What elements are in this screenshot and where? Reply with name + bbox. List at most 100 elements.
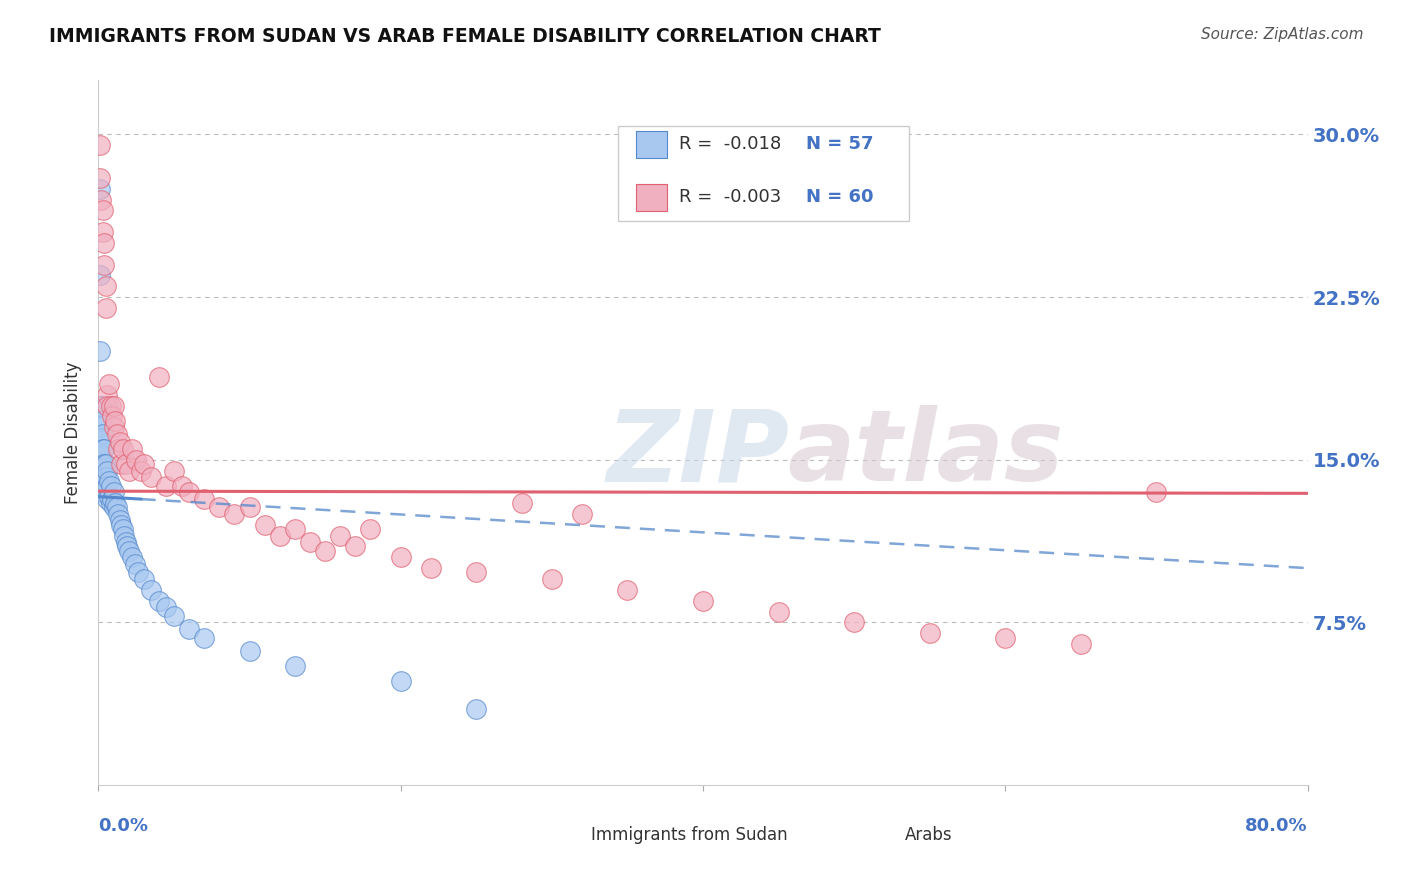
Point <box>100 479 122 493</box>
Point <box>224 507 246 521</box>
Point <box>768 605 790 619</box>
Point <box>132 457 155 471</box>
Point <box>111 522 134 536</box>
Point <box>91 426 114 441</box>
Point <box>994 631 1017 645</box>
Point <box>94 470 117 484</box>
FancyBboxPatch shape <box>619 126 908 221</box>
Point <box>103 420 125 434</box>
Point <box>465 702 488 716</box>
Point <box>91 470 114 484</box>
Point <box>89 182 111 196</box>
Point <box>107 507 129 521</box>
Point <box>90 464 112 478</box>
Text: N = 60: N = 60 <box>806 188 873 206</box>
Point <box>269 528 291 542</box>
Point <box>127 566 149 580</box>
Point <box>284 522 307 536</box>
Point <box>89 442 111 456</box>
Text: 0.0%: 0.0% <box>98 817 149 835</box>
Text: R =  -0.018: R = -0.018 <box>679 136 782 153</box>
Point <box>108 513 131 527</box>
Point <box>91 457 114 471</box>
Point <box>193 491 215 506</box>
Point <box>103 399 125 413</box>
Point <box>239 643 262 657</box>
Point <box>115 540 138 554</box>
Point <box>155 479 177 493</box>
Point <box>98 490 121 504</box>
Point <box>121 442 143 456</box>
Point <box>90 193 112 207</box>
Point <box>170 479 193 493</box>
Point <box>299 535 322 549</box>
Point <box>101 409 124 424</box>
Point <box>114 457 136 471</box>
Point <box>141 470 163 484</box>
Text: IMMIGRANTS FROM SUDAN VS ARAB FEMALE DISABILITY CORRELATION CHART: IMMIGRANTS FROM SUDAN VS ARAB FEMALE DIS… <box>49 27 882 45</box>
Point <box>89 399 111 413</box>
Point <box>105 426 128 441</box>
Point <box>314 543 336 558</box>
Text: ZIP: ZIP <box>606 405 789 502</box>
Point <box>571 507 593 521</box>
Point <box>91 225 114 239</box>
Point <box>124 557 146 571</box>
Point <box>118 543 141 558</box>
Point <box>540 572 562 586</box>
Point <box>329 528 352 542</box>
Point <box>90 431 112 445</box>
Point <box>103 485 125 500</box>
Point <box>94 483 117 497</box>
Bar <box>872 823 901 847</box>
Y-axis label: Female Disability: Female Disability <box>65 361 83 504</box>
Point <box>94 301 117 315</box>
Point <box>465 566 488 580</box>
Point <box>253 517 276 532</box>
Point <box>90 449 112 463</box>
Point <box>110 517 132 532</box>
Text: atlas: atlas <box>787 405 1064 502</box>
Point <box>91 203 114 218</box>
Text: Immigrants from Sudan: Immigrants from Sudan <box>591 826 787 844</box>
Point <box>284 658 307 673</box>
Point <box>132 572 155 586</box>
Point <box>96 387 118 401</box>
Point <box>96 479 118 493</box>
Point <box>89 138 111 153</box>
Point <box>179 485 201 500</box>
Point <box>112 528 135 542</box>
Point <box>89 170 111 185</box>
Point <box>91 485 114 500</box>
Point <box>163 464 186 478</box>
Point <box>141 582 163 597</box>
Point <box>104 496 127 510</box>
Point <box>155 600 177 615</box>
Point <box>918 626 941 640</box>
Point <box>125 452 148 467</box>
Point <box>90 399 112 413</box>
Point <box>94 279 117 293</box>
Point <box>98 376 121 391</box>
Point <box>163 608 186 623</box>
Point <box>93 442 115 456</box>
Point <box>118 464 141 478</box>
Point <box>96 399 118 413</box>
Point <box>89 420 111 434</box>
Point <box>107 442 129 456</box>
Point <box>193 631 215 645</box>
Point <box>93 475 115 489</box>
Point <box>121 550 143 565</box>
Point <box>1144 485 1167 500</box>
Point <box>692 593 714 607</box>
Point <box>1070 637 1092 651</box>
Point <box>510 496 533 510</box>
Text: Source: ZipAtlas.com: Source: ZipAtlas.com <box>1201 27 1364 42</box>
Point <box>108 435 131 450</box>
Text: 80.0%: 80.0% <box>1244 817 1308 835</box>
Point <box>110 457 132 471</box>
Point <box>844 615 866 630</box>
Point <box>114 535 136 549</box>
Point <box>179 622 201 636</box>
Point <box>103 500 125 515</box>
